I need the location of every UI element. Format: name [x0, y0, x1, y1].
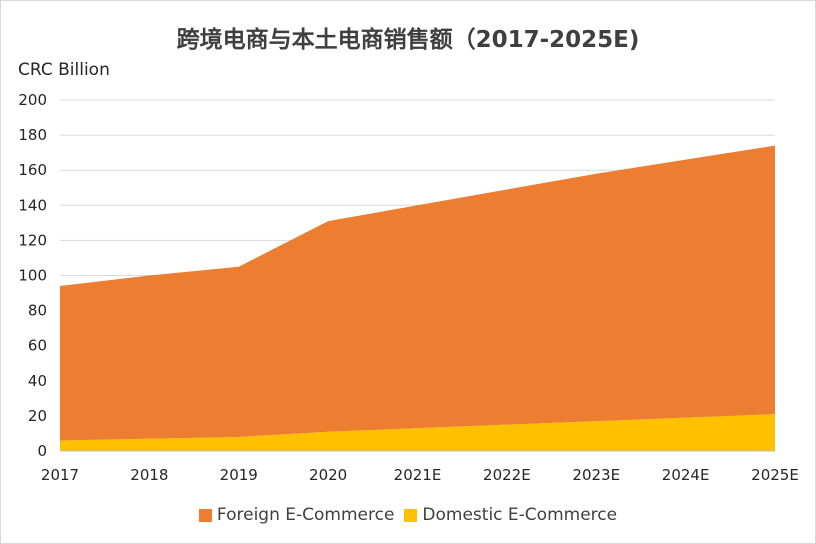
y-tick-label-100: 100	[18, 267, 47, 285]
x-tick-label-2022e: 2022E	[483, 466, 531, 484]
y-tick-label-40: 40	[28, 372, 47, 390]
legend-swatch-foreign	[198, 508, 212, 522]
legend: Foreign E-Commerce Domestic E-Commerce	[0, 505, 816, 525]
y-axis-label: CRC Billion	[18, 60, 110, 80]
x-tick-label-2025e: 2025E	[751, 466, 799, 484]
chart-title: 跨境电商与本土电商销售额（2017-2025E)	[176, 27, 640, 53]
y-tick-label-200: 200	[18, 91, 47, 109]
y-tick-label-180: 180	[18, 126, 47, 144]
y-tick-label-0: 0	[37, 442, 47, 460]
y-tick-label-120: 120	[18, 231, 47, 249]
y-tick-label-80: 80	[28, 302, 47, 320]
legend-swatch-domestic	[404, 508, 418, 522]
area-domestic-e-commerce	[60, 414, 775, 451]
x-tick-label-2019: 2019	[220, 466, 258, 484]
legend-label-domestic: Domestic E-Commerce	[422, 505, 618, 525]
y-tick-label-140: 140	[18, 196, 47, 214]
x-tick-label-2017: 2017	[41, 466, 79, 484]
y-tick-label-20: 20	[28, 407, 47, 425]
y-tick-label-160: 160	[18, 161, 47, 179]
legend-item-foreign: Foreign E-Commerce	[198, 505, 395, 525]
x-tick-label-2018: 2018	[130, 466, 168, 484]
x-tick-label-2021e: 2021E	[394, 466, 442, 484]
x-tick-label-2024e: 2024E	[662, 466, 710, 484]
x-tick-label-2023e: 2023E	[572, 466, 620, 484]
legend-label-foreign: Foreign E-Commerce	[216, 505, 395, 525]
area-foreign-e-commerce	[60, 145, 775, 441]
legend-item-domestic: Domestic E-Commerce	[404, 505, 617, 525]
x-tick-label-2020: 2020	[309, 466, 347, 484]
y-tick-label-60: 60	[28, 337, 47, 355]
